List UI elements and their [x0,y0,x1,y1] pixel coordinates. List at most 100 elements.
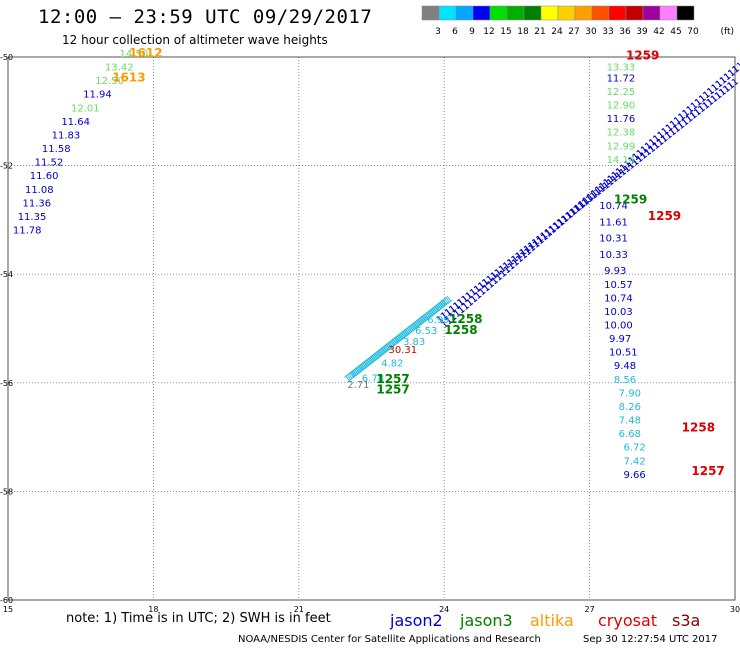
track-sample-mark: 11 [726,77,740,92]
footer-timestamp: Sep 30 12:27:54 UTC 2017 [583,634,718,645]
pass-time-label: 1259 [626,49,659,63]
legend-item-jason2: jason2 [390,611,443,630]
colorbar-tick-label: 15 [500,27,511,37]
wave-height-label: 9.97 [609,334,631,345]
wave-height-label: 10.31 [599,234,628,245]
wave-height-label: 11.60 [30,171,59,182]
colorbar-tick-label: 70 [687,27,699,37]
wave-height-label: 11.83 [52,130,81,141]
wave-height-label: 12.99 [607,141,636,152]
wave-height-label: 7.48 [619,416,641,427]
wave-height-label: 7.90 [619,388,641,399]
pass-time-label: 1612 [129,46,162,60]
wave-height-label: 10.74 [604,293,633,304]
wave-height-label: 9.48 [614,361,636,372]
wave-height-label: 6.99 [427,315,449,326]
wave-height-label: 6.68 [619,429,641,440]
wave-height-label: 10.00 [604,321,633,332]
wave-height-label: 10.51 [609,348,638,359]
wave-height-label: 12.90 [607,101,636,112]
colorbar-tick-label: 24 [551,27,563,37]
x-tick-label: 18 [148,605,158,614]
wave-height-label: 3.83 [403,337,425,348]
pass-time-label: 1258 [449,312,482,326]
wave-height-label: 12.01 [71,103,100,114]
colorbar-tick-label: 33 [602,27,613,37]
wave-height-label: 13.33 [607,63,636,74]
x-tick-label: 21 [294,605,304,614]
footer-note: note: 1) Time is in UTC; 2) SWH is in fe… [66,611,331,626]
wave-height-label: 11.72 [607,73,636,84]
colorbar-tick-label: 42 [653,27,664,37]
wave-height-chart: 15 18 21 24 27 30-50-52-54-56-58-601111111111… [0,46,740,614]
colorbar-tick-label: 3 [435,27,441,37]
colorbar-tick-label: 12 [483,27,494,37]
y-tick-label: -52 [0,162,13,171]
wave-height-label: 30.31 [388,345,417,356]
wave-height-label: 10.74 [599,201,628,212]
wave-height-label: 11.08 [25,185,54,196]
colorbar-tick-label: 30 [585,27,597,37]
colorbar-tick-label: 39 [636,27,648,37]
wave-height-label: 10.03 [604,307,633,318]
wave-height-label: 13.42 [105,63,134,74]
footer-credit: NOAA/NESDIS Center for Satellite Applica… [238,634,541,645]
y-tick-label: -58 [0,487,13,496]
wave-height-label: 12.50 [95,76,124,87]
wave-height-label: 6.78 [362,374,384,385]
wave-height-label: 4.82 [381,359,403,370]
wave-height-label: 9.66 [624,470,646,481]
wave-height-label: 14.50 [119,49,148,60]
x-tick-label: 15 [3,605,13,614]
colorbar-tick-label: 6 [452,27,458,37]
wave-height-label: 11.61 [599,217,628,228]
pass-time-label: 1257 [376,383,409,397]
wave-height-label: 12.38 [607,128,636,139]
wave-height-label: 6.53 [415,326,437,337]
x-tick-label: 24 [439,605,449,614]
x-tick-label: 30 [730,605,740,614]
colorbar-tick-label: 18 [517,27,529,37]
wave-height-label: 11.76 [607,114,636,125]
plot-frame [7,56,736,601]
colorbar-tick-label: 27 [568,27,579,37]
wave-height-label: 11.94 [83,90,112,101]
pass-time-label: 1258 [444,323,477,337]
color-scale-bar: 3 6 9 12 15 18 21 24 27 30 33 36 39 42 45 70 (ft) [421,5,734,37]
wave-height-label: 10.33 [599,250,628,261]
colorbar-swatch [676,5,695,21]
page-subtitle: 12 hour collection of altimeter wave hei… [62,33,328,47]
wave-height-label: 10.57 [604,280,633,291]
y-tick-label: -60 [0,596,13,605]
wave-height-label: 11.35 [18,212,47,223]
y-tick-label: -56 [0,379,13,388]
wave-height-label: 9.93 [604,266,626,277]
track-sample-mark: 11 [727,64,740,79]
wave-height-label: 14.14 [607,155,636,166]
y-tick-label: -50 [0,53,13,62]
colorbar-tick-label: 45 [670,27,681,37]
pass-time-label: 1259 [614,193,647,207]
pass-time-label: 1258 [682,421,715,435]
wave-height-label: 11.78 [13,225,42,236]
colorbar-unit-label: (ft) [720,27,734,37]
track-sample-mark: 11 [731,61,740,76]
legend-item-cryosat: cryosat [598,611,658,630]
wave-height-label: 11.64 [61,117,90,128]
wave-height-label: 11.52 [35,158,64,169]
legend-item-altika: altika [530,611,574,630]
pass-time-label: 1257 [691,464,724,478]
page-title: 12:00 – 23:59 UTC 09/29/2017 [38,6,373,28]
wave-height-label: 6.72 [624,443,646,454]
x-tick-label: 27 [585,605,595,614]
legend-item-s3a: s3a [672,611,701,630]
legend-item-jason3: jason3 [460,611,513,630]
wave-height-label: 12.25 [607,87,636,98]
wave-height-label: 11.58 [42,144,71,155]
wave-height-label: 7.42 [624,456,646,467]
y-tick-label: -54 [0,270,13,279]
colorbar-tick-label: 36 [619,27,631,37]
pass-time-label: 1257 [376,372,409,386]
pass-time-label: 1613 [112,70,145,84]
